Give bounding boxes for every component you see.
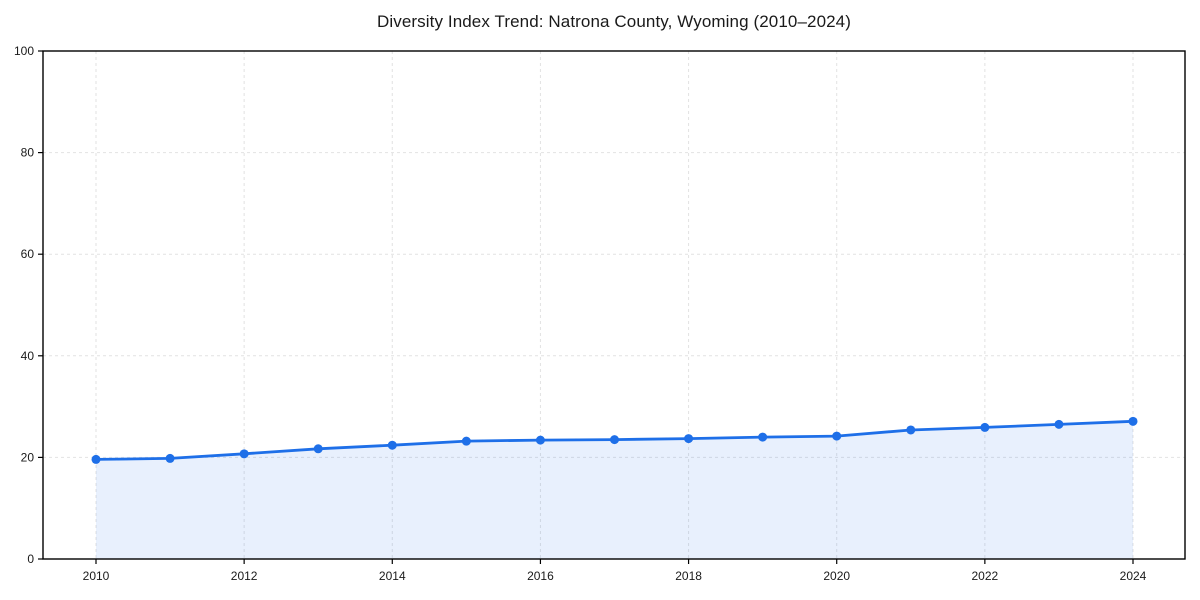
x-tick-label: 2022 (972, 569, 999, 583)
data-point (165, 453, 175, 463)
data-point (832, 431, 842, 441)
y-tick-label: 80 (21, 146, 35, 160)
data-point (610, 435, 619, 445)
data-point (461, 436, 471, 446)
data-point (91, 454, 101, 464)
data-point (758, 432, 768, 442)
x-tick-label: 2024 (1120, 569, 1147, 583)
chart-title: Diversity Index Trend: Natrona County, W… (376, 12, 851, 31)
area-fill (96, 421, 1133, 559)
x-tick-label: 2014 (379, 569, 406, 583)
data-point (535, 435, 545, 445)
data-point (684, 434, 694, 444)
x-tick-label: 2018 (675, 569, 702, 583)
x-tick-label: 2016 (527, 569, 554, 583)
data-point (1054, 419, 1064, 429)
x-tick-label: 2010 (83, 569, 110, 583)
y-tick-label: 40 (21, 349, 35, 363)
data-point (313, 444, 323, 454)
x-tick-label: 2012 (231, 569, 258, 583)
data-point (239, 449, 249, 459)
data-point (980, 422, 990, 432)
y-tick-label: 0 (27, 552, 34, 566)
data-point (906, 425, 916, 435)
y-tick-label: 60 (21, 247, 35, 261)
data-point (387, 440, 397, 450)
y-tick-label: 20 (21, 450, 35, 464)
y-tick-label: 100 (14, 44, 34, 58)
x-tick-label: 2020 (823, 569, 850, 583)
data-point (1128, 416, 1138, 426)
plot-border (42, 50, 1186, 560)
